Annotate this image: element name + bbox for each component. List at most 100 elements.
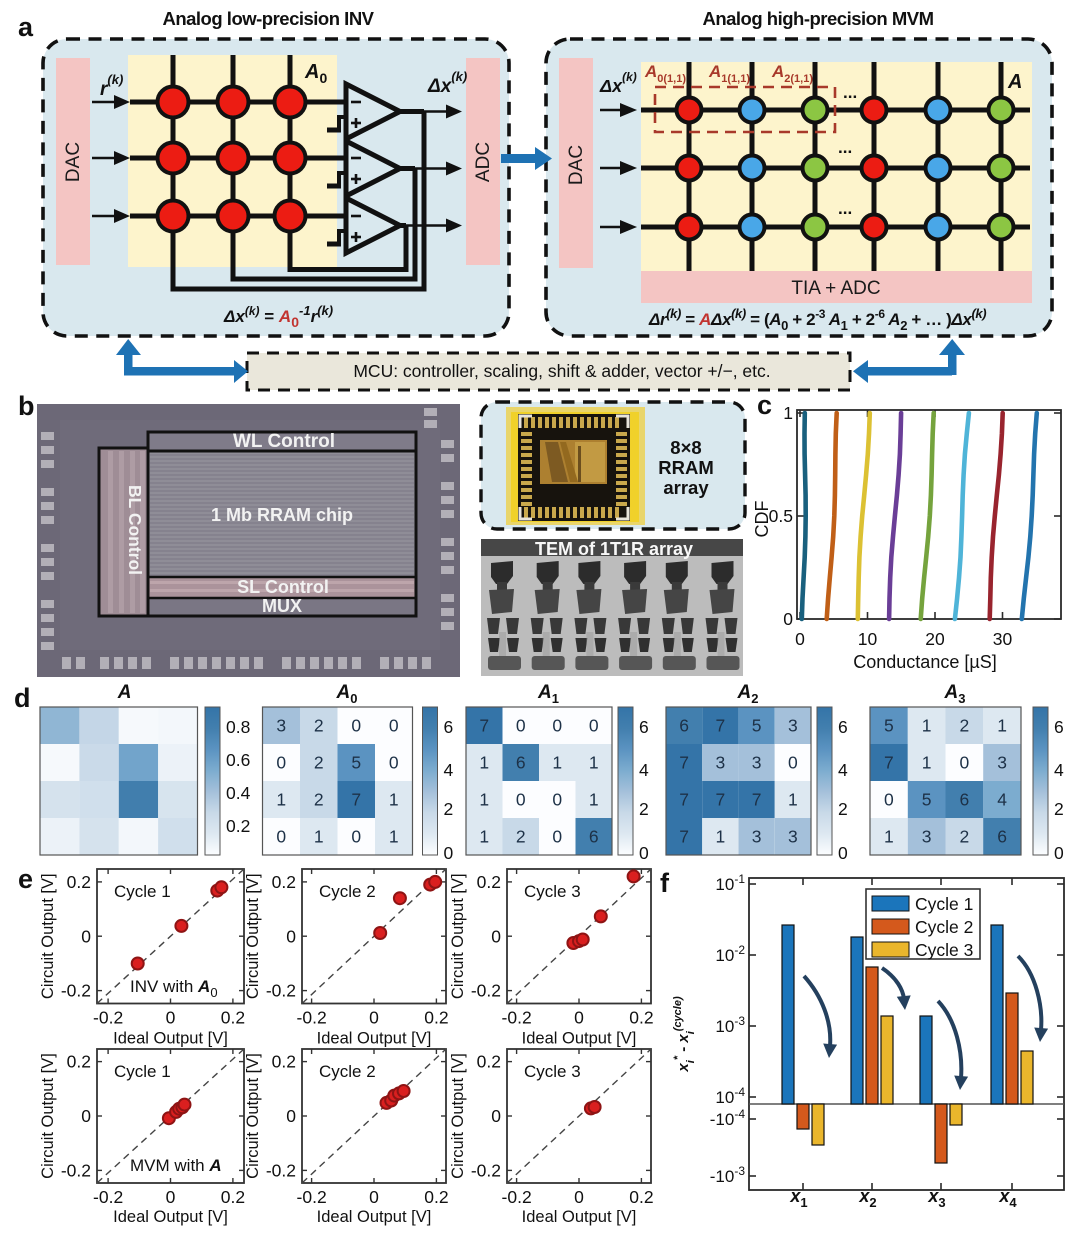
svg-text:c: c — [757, 390, 772, 420]
svg-text:0: 0 — [351, 827, 361, 847]
svg-text:0: 0 — [516, 790, 526, 810]
svg-text:-0.2: -0.2 — [93, 1187, 123, 1207]
svg-text:0: 0 — [491, 926, 501, 946]
svg-text:0: 0 — [286, 1106, 296, 1126]
svg-text:e: e — [18, 864, 33, 894]
svg-text:10: 10 — [858, 629, 878, 649]
svg-text:7: 7 — [752, 790, 762, 810]
svg-text:SL Control: SL Control — [237, 577, 329, 597]
svg-text:Δr(k) = AΔx(k) = (A0 + 2-3 A1: Δr(k) = AΔx(k) = (A0 + 2-3 A1 + 2-6 A2 +… — [648, 306, 986, 333]
svg-text:0: 0 — [286, 926, 296, 946]
svg-text:Circuit Output [V]: Circuit Output [V] — [39, 873, 57, 999]
svg-text:5: 5 — [884, 716, 894, 736]
svg-text:2: 2 — [1054, 799, 1064, 819]
svg-text:xi* - xi(cycle): xi* - xi(cycle) — [672, 996, 697, 1073]
svg-text:Analog low-precision INV: Analog low-precision INV — [162, 8, 374, 29]
svg-text:Ideal Output [V]: Ideal Output [V] — [113, 1030, 228, 1048]
svg-text:-10-4: -10-4 — [710, 1107, 746, 1129]
svg-text:0: 0 — [1054, 843, 1064, 863]
svg-text:-0.2: -0.2 — [471, 1160, 501, 1180]
svg-text:0: 0 — [589, 716, 599, 736]
svg-text:Cycle 1: Cycle 1 — [114, 882, 171, 901]
svg-text:0.2: 0.2 — [477, 1052, 501, 1072]
svg-text:0.2: 0.2 — [424, 1187, 448, 1207]
svg-text:7: 7 — [679, 753, 689, 773]
svg-text:WL Control: WL Control — [233, 431, 335, 452]
svg-text:1: 1 — [922, 753, 932, 773]
svg-text:Cycle 2: Cycle 2 — [915, 917, 973, 937]
svg-text:1: 1 — [589, 753, 599, 773]
svg-text:0: 0 — [276, 753, 286, 773]
svg-text:0.2: 0.2 — [226, 816, 250, 836]
svg-text:4: 4 — [997, 790, 1007, 810]
svg-text:0: 0 — [552, 716, 562, 736]
svg-text:1: 1 — [389, 827, 399, 847]
svg-text:7: 7 — [716, 716, 726, 736]
svg-text:10-4: 10-4 — [715, 1085, 745, 1107]
svg-text:-0.2: -0.2 — [502, 1187, 532, 1207]
svg-text:DAC: DAC — [63, 142, 84, 182]
svg-text:1: 1 — [783, 403, 793, 423]
svg-text:4: 4 — [838, 760, 848, 780]
svg-text:A3: A3 — [944, 682, 966, 706]
svg-text:3: 3 — [276, 716, 286, 736]
svg-text:3: 3 — [788, 716, 798, 736]
svg-text:6: 6 — [997, 827, 1007, 847]
svg-text:Circuit Output [V]: Circuit Output [V] — [449, 873, 467, 999]
svg-text:10-3: 10-3 — [715, 1014, 745, 1036]
svg-text:Analog high-precision MVM: Analog high-precision MVM — [702, 8, 933, 29]
svg-text:6: 6 — [838, 717, 848, 737]
svg-text:TEM of 1T1R array: TEM of 1T1R array — [535, 539, 693, 559]
svg-text:0: 0 — [838, 843, 848, 863]
svg-text:5: 5 — [922, 790, 932, 810]
svg-text:A0: A0 — [336, 682, 358, 706]
svg-text:2: 2 — [960, 827, 970, 847]
svg-text:1: 1 — [314, 827, 324, 847]
svg-text:0: 0 — [788, 753, 798, 773]
svg-text:0: 0 — [491, 1106, 501, 1126]
svg-text:MUX: MUX — [262, 596, 302, 616]
svg-text:Δx(k) = A0-1r(k): Δx(k) = A0-1r(k) — [223, 303, 333, 330]
svg-text:Ideal Output [V]: Ideal Output [V] — [317, 1030, 432, 1048]
svg-text:1: 1 — [479, 790, 489, 810]
svg-text:4: 4 — [639, 760, 649, 780]
svg-text:INV with A0: INV with A0 — [130, 977, 218, 1000]
svg-text:0: 0 — [389, 753, 399, 773]
svg-text:0: 0 — [884, 790, 894, 810]
svg-text:MVM with A: MVM with A — [130, 1156, 222, 1175]
svg-text:8×8: 8×8 — [670, 437, 701, 458]
svg-text:0: 0 — [960, 753, 970, 773]
svg-text:1: 1 — [922, 716, 932, 736]
svg-text:0: 0 — [166, 1008, 176, 1028]
svg-text:1: 1 — [884, 827, 894, 847]
svg-text:1: 1 — [479, 827, 489, 847]
svg-text:A2: A2 — [737, 682, 759, 706]
svg-text:1: 1 — [389, 790, 399, 810]
svg-text:-0.2: -0.2 — [297, 1187, 327, 1207]
svg-text:3: 3 — [752, 753, 762, 773]
svg-text:2: 2 — [639, 799, 649, 819]
svg-text:10-1: 10-1 — [715, 872, 745, 894]
svg-text:0.8: 0.8 — [226, 717, 250, 737]
svg-text:5: 5 — [752, 716, 762, 736]
svg-text:Cycle 3: Cycle 3 — [524, 1062, 581, 1081]
svg-text:-0.2: -0.2 — [93, 1008, 123, 1028]
svg-text:7: 7 — [479, 716, 489, 736]
svg-text:6: 6 — [1054, 717, 1064, 737]
svg-text:Cycle 2: Cycle 2 — [319, 1062, 376, 1081]
svg-text:Circuit Output [V]: Circuit Output [V] — [244, 1053, 262, 1179]
svg-text:0.2: 0.2 — [272, 1052, 296, 1072]
svg-text:6: 6 — [960, 790, 970, 810]
svg-text:...: ... — [838, 138, 852, 157]
svg-text:Circuit Output [V]: Circuit Output [V] — [39, 1053, 57, 1179]
svg-text:b: b — [18, 391, 35, 421]
svg-text:0.6: 0.6 — [226, 750, 250, 770]
svg-text:0: 0 — [574, 1008, 584, 1028]
svg-text:Circuit Output [V]: Circuit Output [V] — [449, 1053, 467, 1179]
svg-text:6: 6 — [679, 716, 689, 736]
svg-text:2: 2 — [314, 716, 324, 736]
svg-text:array: array — [663, 477, 709, 498]
svg-text:0.2: 0.2 — [221, 1187, 245, 1207]
svg-text:0: 0 — [516, 716, 526, 736]
svg-text:6: 6 — [444, 717, 454, 737]
